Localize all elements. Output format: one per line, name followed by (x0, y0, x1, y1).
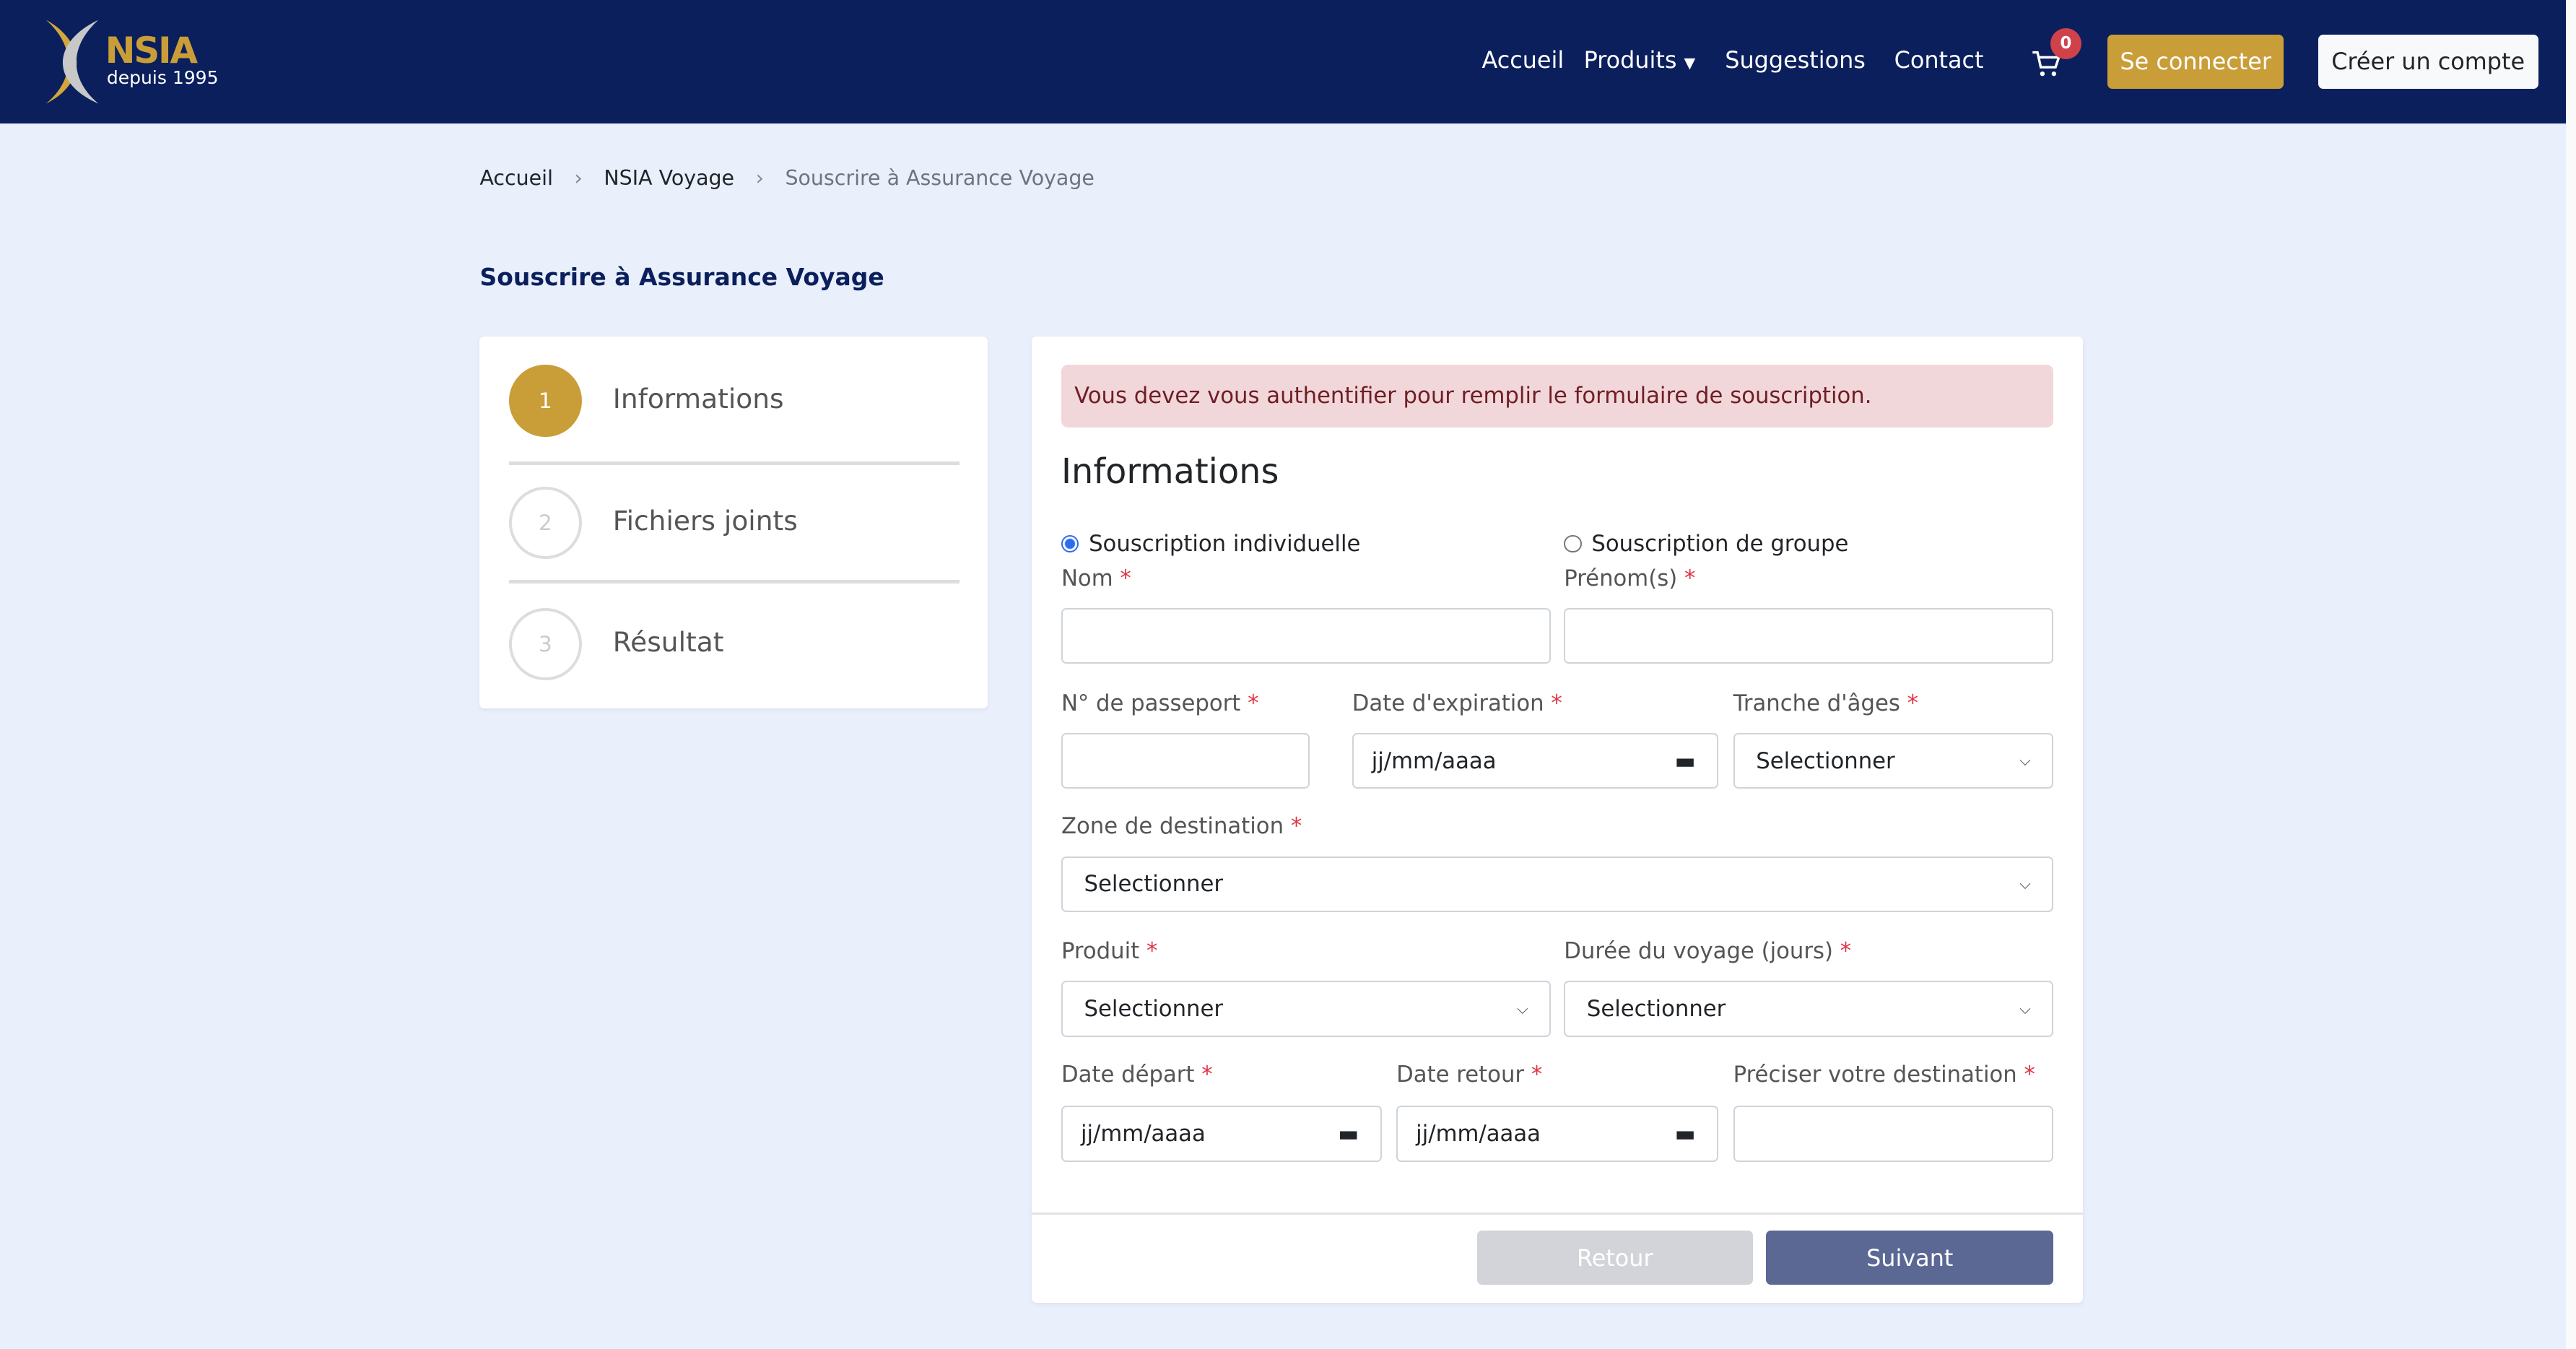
select-value: Selectionner (1084, 871, 1223, 898)
select-value: Selectionner (1586, 996, 1726, 1023)
calendar-icon[interactable]: ▬ (1674, 1121, 1696, 1148)
login-button[interactable]: Se connecter (2107, 34, 2284, 89)
step-2-circle: 2 (509, 486, 582, 559)
nav-produits[interactable]: Produits ▼ (1584, 46, 1696, 74)
nav-contact[interactable]: Contact (1894, 45, 1984, 74)
caret-down-icon: ▼ (1684, 53, 1696, 71)
tranche-label: Tranche d'âges * (1733, 690, 1918, 716)
logo-subtext: depuis 1995 (106, 67, 219, 89)
cart-count-badge: 0 (2050, 27, 2082, 59)
passport-input[interactable] (1061, 732, 1310, 789)
form-heading: Informations (1061, 451, 1279, 492)
step-2-label: Fichiers joints (612, 504, 798, 537)
date-depart-input[interactable]: jj/mm/aaaa ▬ (1061, 1106, 1382, 1162)
expiration-label: Date d'expiration * (1352, 690, 1562, 716)
steps-card: 1 Informations 2 Fichiers joints 3 Résul… (479, 337, 988, 708)
logo-emblem-icon (45, 19, 99, 104)
chevron-down-icon: ⌵ (2019, 752, 2031, 770)
top-navbar: NSIA depuis 1995 Accueil Produits ▼ Sugg… (0, 0, 2567, 123)
zone-select[interactable]: Selectionner ⌵ (1061, 856, 2054, 912)
footer-divider (1032, 1213, 2084, 1215)
duree-select[interactable]: Selectionner ⌵ (1564, 981, 2054, 1037)
nsia-logo[interactable]: NSIA depuis 1995 (36, 17, 241, 107)
next-button[interactable]: Suivant (1766, 1231, 2054, 1285)
passport-label: N° de passeport * (1061, 690, 1259, 716)
radio-unchecked-icon[interactable] (1564, 534, 1582, 553)
prenom-input[interactable] (1564, 607, 2054, 664)
scrollbar[interactable] (2566, 0, 2576, 1349)
nav-produits-label: Produits (1583, 45, 1677, 74)
breadcrumb-current: Souscrire à Assurance Voyage (785, 165, 1095, 190)
radio-group-label: Souscription de groupe (1591, 530, 1849, 557)
date-retour-input[interactable]: jj/mm/aaaa ▬ (1396, 1106, 1719, 1162)
nav-accueil[interactable]: Accueil (1481, 45, 1565, 74)
radio-individual-label: Souscription individuelle (1089, 530, 1361, 557)
step-3-circle: 3 (509, 607, 582, 681)
breadcrumb-nsia-voyage[interactable]: NSIA Voyage (604, 165, 735, 190)
nom-input[interactable] (1061, 607, 1552, 664)
breadcrumb-accueil[interactable]: Accueil (479, 165, 553, 190)
step-1-circle: 1 (509, 365, 582, 438)
page-title: Souscrire à Assurance Voyage (479, 263, 884, 292)
select-value: Selectionner (1084, 996, 1223, 1023)
step-3-label: Résultat (612, 625, 724, 658)
calendar-icon[interactable]: ▬ (1674, 747, 1696, 774)
breadcrumb-separator-icon: › (755, 165, 764, 190)
radio-checked-icon[interactable] (1061, 534, 1079, 553)
select-value: Selectionner (1756, 747, 1895, 774)
date-placeholder: jj/mm/aaaa (1416, 1121, 1541, 1148)
date-placeholder: jj/mm/aaaa (1371, 747, 1497, 774)
breadcrumb: Accueil › NSIA Voyage › Souscrire à Assu… (479, 166, 1094, 190)
tranche-select[interactable]: Selectionner ⌵ (1733, 732, 2054, 789)
date-placeholder: jj/mm/aaaa (1080, 1121, 1206, 1148)
logo-text: NSIA (105, 29, 198, 71)
breadcrumb-separator-icon: › (574, 165, 583, 190)
step-divider (509, 461, 960, 465)
produit-select[interactable]: Selectionner ⌵ (1061, 981, 1552, 1037)
cart-icon[interactable] (2031, 49, 2061, 79)
step-1-label: Informations (612, 383, 784, 415)
date-depart-label: Date départ * (1061, 1061, 1213, 1088)
date-retour-label: Date retour * (1396, 1061, 1543, 1088)
expiration-date-input[interactable]: jj/mm/aaaa ▬ (1352, 732, 1719, 789)
duree-label: Durée du voyage (jours) * (1564, 938, 1852, 965)
step-divider (509, 580, 960, 584)
calendar-icon[interactable]: ▬ (1338, 1121, 1359, 1148)
auth-alert: Vous devez vous authentifier pour rempli… (1061, 365, 2054, 428)
back-button[interactable]: Retour (1476, 1231, 1753, 1285)
zone-label: Zone de destination * (1061, 813, 1302, 840)
radio-group[interactable]: Souscription de groupe (1564, 531, 1848, 557)
form-card: Vous devez vous authentifier pour rempli… (1032, 337, 2084, 1304)
preciser-label: Préciser votre destination * (1733, 1061, 2035, 1088)
preciser-input[interactable] (1733, 1106, 2054, 1162)
prenom-label: Prénom(s) * (1564, 565, 1696, 591)
chevron-down-icon: ⌵ (1516, 999, 1528, 1018)
nom-label: Nom * (1061, 565, 1131, 591)
signup-button[interactable]: Créer un compte (2318, 34, 2538, 89)
chevron-down-icon: ⌵ (2019, 999, 2031, 1018)
chevron-down-icon: ⌵ (2019, 875, 2031, 893)
nav-suggestions[interactable]: Suggestions (1725, 45, 1866, 74)
produit-label: Produit * (1061, 938, 1158, 965)
radio-individual[interactable]: Souscription individuelle (1061, 531, 1360, 557)
